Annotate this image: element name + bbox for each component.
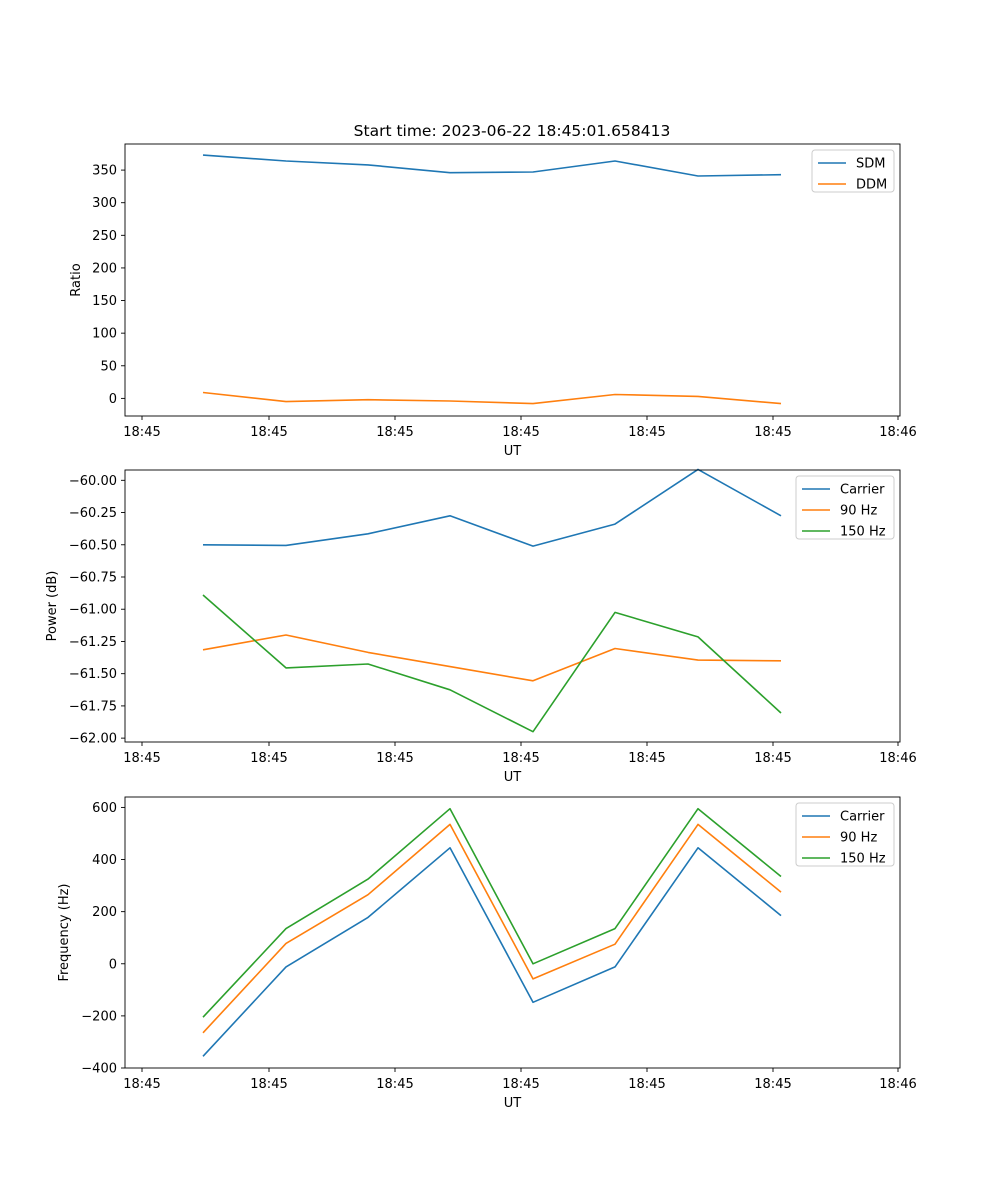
series-line-150-hz [202,807,782,1018]
y-tick-label: −200 [81,1009,117,1024]
x-tick-label: 18:45 [754,751,791,766]
x-tick-label: 18:45 [123,751,160,766]
x-tick-label: 18:46 [879,751,916,766]
y-tick-label: −62.00 [69,732,117,747]
figure-title: Start time: 2023-06-22 18:45:01.658413 [354,122,671,140]
x-tick-label: 18:45 [502,751,539,766]
y-tick-label: 0 [109,957,117,972]
plot-frame [124,143,901,417]
x-tick-label: 18:45 [502,1077,539,1092]
y-axis-label: Frequency (Hz) [57,883,72,981]
x-tick-label: 18:45 [376,1077,413,1092]
x-axis-label: UT [504,1096,522,1111]
y-tick-label: 150 [92,294,117,309]
x-tick-label: 18:45 [628,425,665,440]
y-tick-label: −61.75 [69,699,117,714]
y-tick-label: 250 [92,229,117,244]
series-line-90-hz [202,634,782,682]
y-tick-label: −61.00 [69,603,117,618]
y-tick-label: 400 [92,853,117,868]
legend-label: 150 Hz [840,525,886,540]
y-tick-label: 200 [92,261,117,276]
y-tick-label: 100 [92,327,117,342]
y-tick-label: 350 [92,164,117,179]
x-axis-label: UT [504,444,522,459]
chart-panel-3: 18:45 18:45 18:45 18:45 18:45 18:45 18:46 −400 −… [57,796,917,1111]
legend: Carrier 90 Hz 150 Hz [795,802,895,867]
y-tick-label: −60.50 [69,538,117,553]
x-tick-label: 18:45 [250,751,287,766]
legend-box [795,475,895,540]
x-tick-label: 18:45 [123,425,160,440]
y-tick-label: −60.75 [69,570,117,585]
legend-label: 150 Hz [840,852,886,867]
series-line-90-hz [202,823,782,1034]
series-line-carrier [202,468,782,547]
y-tick-label: 50 [100,359,117,374]
legend-box [811,149,895,193]
series-line-150-hz [202,594,782,733]
x-tick-label: 18:45 [628,1077,665,1092]
y-tick-label: −61.25 [69,635,117,650]
x-tick-label: 18:45 [754,1077,791,1092]
y-tick-label: 600 [92,801,117,816]
x-tick-label: 18:46 [879,425,916,440]
y-tick-label: −400 [81,1062,117,1077]
x-tick-label: 18:45 [754,425,791,440]
legend: SDM DDM [811,149,895,193]
y-tick-label: −60.25 [69,506,117,521]
y-tick-label: −61.50 [69,667,117,682]
y-axis-label: Power (dB) [45,571,60,642]
x-tick-label: 18:45 [376,425,413,440]
y-tick-label: −60.00 [69,474,117,489]
y-tick-label: 300 [92,196,117,211]
y-tick-label: 0 [109,392,117,407]
series-line-carrier [202,846,782,1057]
legend-box [795,802,895,867]
x-tick-label: 18:45 [123,1077,160,1092]
y-tick-label: 200 [92,905,117,920]
x-tick-label: 18:45 [376,751,413,766]
legend-label: 90 Hz [840,504,877,519]
legend-label: 90 Hz [840,831,877,846]
plot-frame [124,469,901,743]
series-line-ddm [202,391,782,405]
plot-frame [124,796,901,1069]
x-tick-label: 18:45 [502,425,539,440]
x-tick-label: 18:45 [250,425,287,440]
x-axis-label: UT [504,770,522,785]
legend-label: DDM [856,178,887,193]
x-tick-label: 18:45 [628,751,665,766]
x-tick-label: 18:45 [250,1077,287,1092]
legend-label: SDM [856,157,885,172]
chart-panel-2: 18:45 18:45 18:45 18:45 18:45 18:45 18:46 −60.0… [45,468,917,785]
legend-label: Carrier [840,483,885,498]
legend: Carrier 90 Hz 150 Hz [795,475,895,540]
legend-label: Carrier [840,810,885,825]
y-axis-label: Ratio [69,263,84,296]
x-tick-label: 18:46 [879,1077,916,1092]
series-line-sdm [202,154,782,177]
chart-panel-1: 18:45 18:45 18:45 18:45 18:45 18:45 18:46 0 50 10… [69,143,917,459]
